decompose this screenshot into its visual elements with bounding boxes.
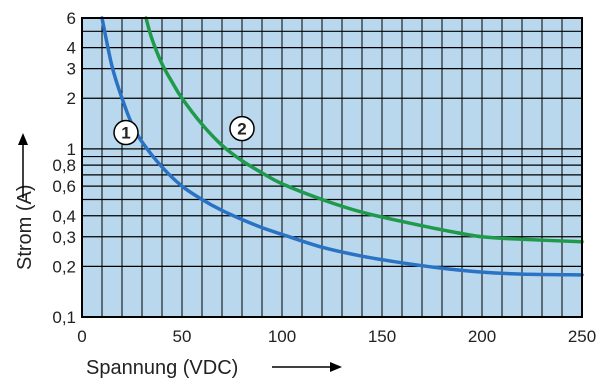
y-tick-label: 0,4 (52, 207, 76, 226)
x-axis-arrow-head (330, 362, 342, 372)
y-tick-label: 6 (67, 9, 76, 28)
x-axis-label: Spannung (VDC) (86, 357, 238, 379)
x-tick-label: 150 (368, 327, 396, 346)
x-tick-label: 250 (568, 327, 596, 346)
y-tick-label: 0,3 (52, 228, 76, 247)
x-tick-label: 50 (173, 327, 192, 346)
series-curve-2 (144, 16, 584, 244)
x-tick-label: 0 (77, 327, 86, 346)
x-tick-label: 200 (468, 327, 496, 346)
x-tick-label: 100 (268, 327, 296, 346)
series-marker-circle (229, 115, 255, 142)
plot-frame (81, 17, 583, 318)
series-marker-label: 2 (237, 120, 246, 139)
y-tick-label: 0,2 (52, 257, 76, 276)
y-axis-arrow-head (18, 133, 28, 145)
y-tick-label: 2 (67, 89, 76, 108)
series-marker-circle (113, 119, 139, 146)
y-tick-label: 1 (67, 140, 76, 159)
y-tick-label: 0,6 (52, 177, 76, 196)
y-tick-label: 0,8 (52, 156, 76, 175)
y-axis-label: Strom (A) (14, 184, 36, 270)
y-tick-label: 4 (67, 39, 76, 58)
series-marker-label: 1 (121, 124, 130, 143)
y-tick-label: 0,1 (52, 308, 76, 327)
y-tick-label: 3 (67, 60, 76, 79)
